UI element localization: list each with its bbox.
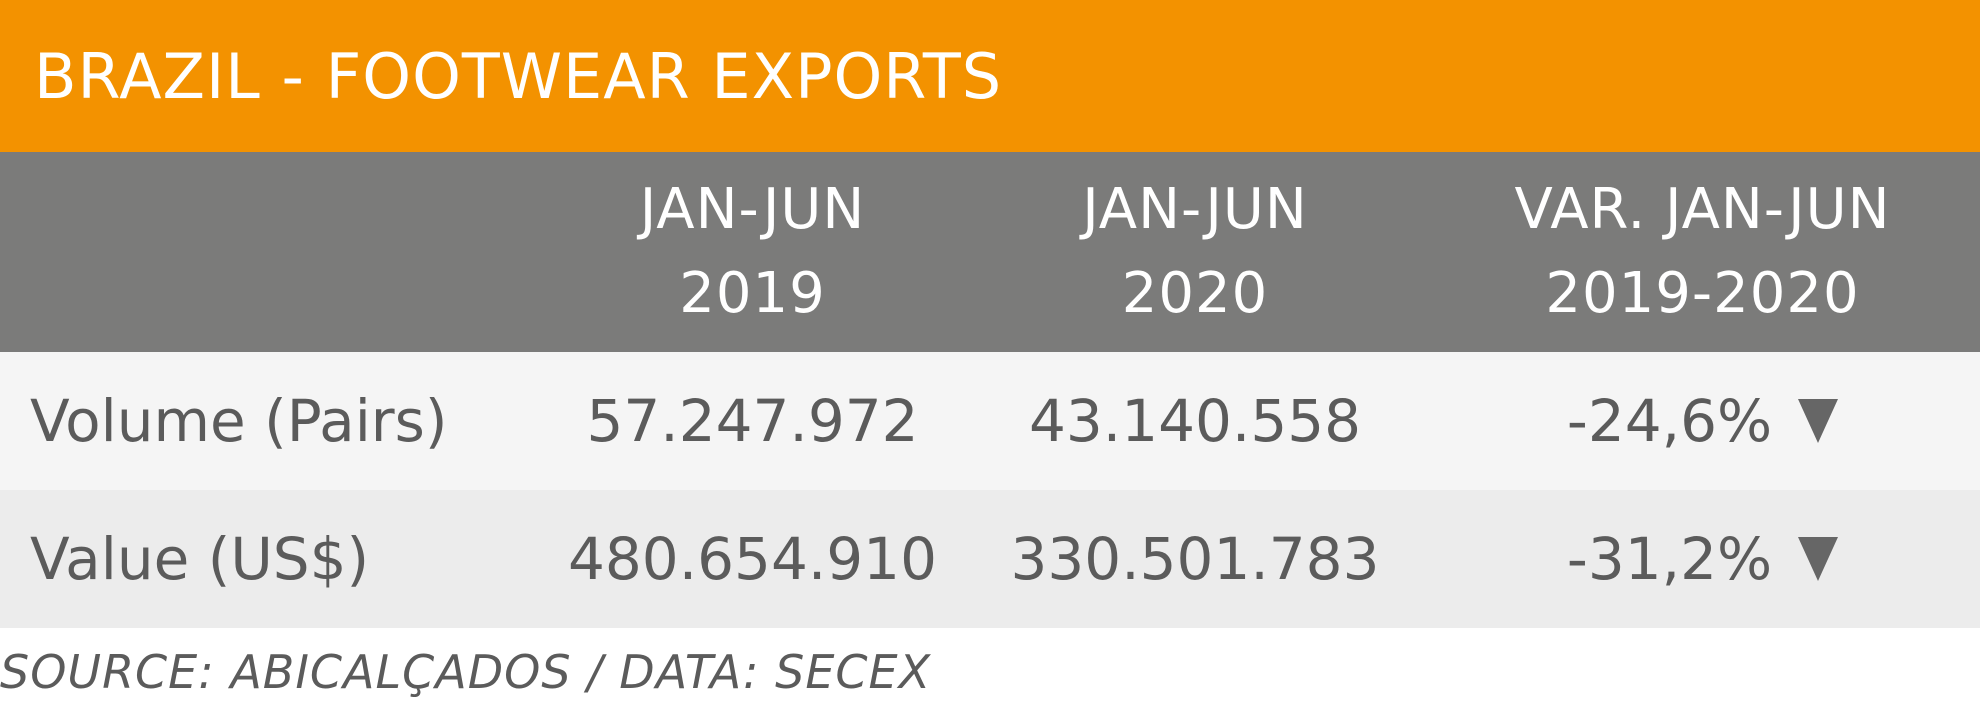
row-label: Volume (Pairs)	[30, 387, 448, 455]
down-triangle-icon	[1798, 537, 1839, 581]
header-jan-jun-2020: JAN-JUN 2020	[965, 152, 1425, 352]
title-bar: BRAZIL - FOOTWEAR EXPORTS	[0, 0, 1980, 152]
header-line2: 2019	[679, 261, 826, 326]
value-jan-jun-2020: 330.501.783	[1010, 525, 1380, 593]
header-variation: VAR. JAN-JUN 2019-2020	[1425, 152, 1980, 352]
variation-cell: -24,6%	[1425, 352, 1980, 490]
header-row: JAN-JUN 2019 JAN-JUN 2020 VAR. JAN-JUN 2…	[0, 152, 1980, 352]
down-triangle-icon	[1798, 399, 1839, 443]
header-empty-cell	[0, 152, 540, 352]
table-title: BRAZIL - FOOTWEAR EXPORTS	[34, 39, 1003, 113]
header-line1: JAN-JUN	[639, 177, 866, 242]
table-row-volume: Volume (Pairs) 57.247.972 43.140.558 -24…	[0, 352, 1980, 490]
row-label: Value (US$)	[30, 525, 370, 593]
source-note: SOURCE: ABICALÇADOS / DATA: SECEX	[0, 645, 932, 699]
variation-value: -24,6%	[1566, 387, 1773, 455]
variation-value: -31,2%	[1566, 525, 1773, 593]
header-line2: 2020	[1121, 261, 1269, 326]
header-line2: 2019-2020	[1545, 261, 1860, 326]
value-jan-jun-2019: 480.654.910	[568, 525, 937, 593]
value-jan-jun-2019: 57.247.972	[586, 387, 919, 455]
header-line1: VAR. JAN-JUN	[1514, 177, 1891, 242]
header-line1: JAN-JUN	[1082, 177, 1308, 242]
table-row-value: Value (US$) 480.654.910 330.501.783 -31,…	[0, 490, 1980, 628]
value-jan-jun-2020: 43.140.558	[1028, 387, 1362, 455]
variation-cell: -31,2%	[1425, 490, 1980, 628]
header-jan-jun-2019: JAN-JUN 2019	[540, 152, 965, 352]
